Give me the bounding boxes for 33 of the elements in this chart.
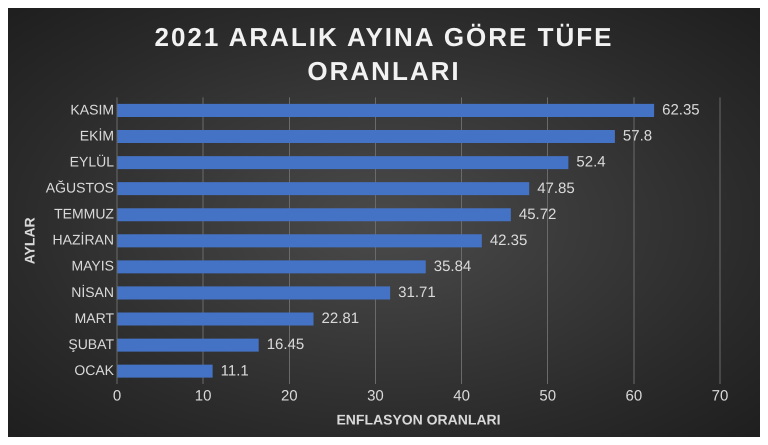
data-label: 62.35 xyxy=(662,102,700,119)
x-tick-label: 70 xyxy=(712,387,728,404)
x-tick-label: 30 xyxy=(367,387,384,404)
x-tick-label: 50 xyxy=(539,387,556,404)
x-axis-title: ENFLASYON ORANLARI xyxy=(336,411,501,428)
y-tick-label: EYLÜL xyxy=(70,153,114,170)
data-label: 52.4 xyxy=(576,154,606,171)
data-label: 35.84 xyxy=(434,258,472,276)
y-tick-label: KASIM xyxy=(70,101,114,118)
data-label: 47.85 xyxy=(537,180,575,197)
y-axis-title: AYLAR xyxy=(21,217,38,264)
data-label: 16.45 xyxy=(266,336,304,354)
y-tick-label: AĞUSTOS xyxy=(46,180,114,196)
x-tick-label: 40 xyxy=(453,387,470,404)
x-tick-label: 0 xyxy=(112,387,122,404)
data-label: 45.72 xyxy=(518,206,556,223)
y-tick-label: ŞUBAT xyxy=(68,336,114,352)
x-tick-label: 20 xyxy=(280,387,298,404)
data-label: 31.71 xyxy=(398,284,436,302)
y-tick-label: TEMMUZ xyxy=(54,206,114,222)
y-tick-label: NİSAN xyxy=(71,284,114,300)
x-tick-label: 60 xyxy=(626,387,642,404)
y-tick-label: MART xyxy=(74,310,114,326)
data-label: 11.1 xyxy=(220,362,249,380)
chart-title: 2021 ARALIK AYINA GÖRE TÜFE ORANLARI xyxy=(153,21,614,86)
y-tick-label: HAZİRAN xyxy=(52,232,114,248)
y-tick-label: OCAK xyxy=(74,362,115,378)
data-label: 42.35 xyxy=(490,232,528,249)
x-tick-label: 10 xyxy=(194,387,212,404)
data-label: 22.81 xyxy=(321,310,360,328)
data-label: 57.8 xyxy=(622,128,652,145)
y-tick-label: MAYIS xyxy=(71,258,114,274)
y-tick-label: EKİM xyxy=(80,127,114,144)
